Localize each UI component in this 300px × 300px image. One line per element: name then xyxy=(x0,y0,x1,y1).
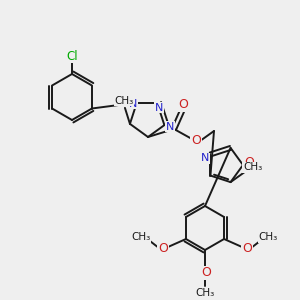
Text: N: N xyxy=(166,122,174,132)
Text: O: O xyxy=(158,242,168,254)
Text: O: O xyxy=(244,155,254,169)
Text: O: O xyxy=(178,98,188,112)
Text: O: O xyxy=(201,266,211,280)
Text: Cl: Cl xyxy=(66,50,78,62)
Text: N: N xyxy=(129,99,137,109)
Text: CH₃: CH₃ xyxy=(114,96,134,106)
Text: CH₃: CH₃ xyxy=(131,232,151,242)
Text: CH₃: CH₃ xyxy=(195,288,214,298)
Text: O: O xyxy=(242,242,252,254)
Text: N: N xyxy=(201,153,210,164)
Text: CH₃: CH₃ xyxy=(258,232,278,242)
Text: O: O xyxy=(191,134,201,148)
Text: N: N xyxy=(155,103,164,112)
Text: CH₃: CH₃ xyxy=(243,162,262,172)
